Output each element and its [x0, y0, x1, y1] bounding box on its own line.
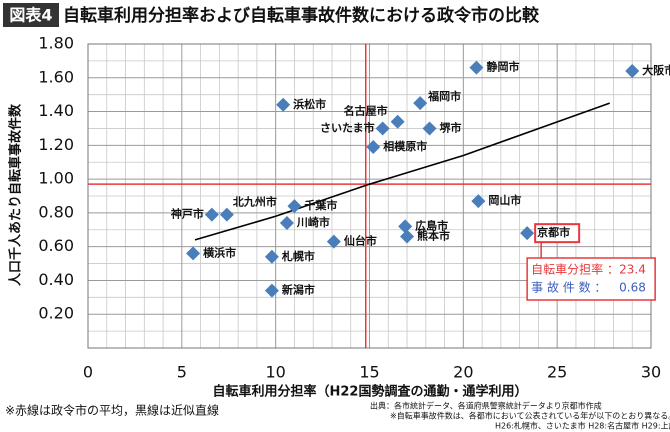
data-point	[186, 246, 201, 261]
y-tick-label: 1.20	[38, 135, 74, 154]
point-label: 相模原市	[383, 139, 427, 153]
point-label: 岡山市	[488, 193, 521, 207]
trend-line	[194, 102, 610, 241]
source-note: H26:札幌市、さいたま市 H28:名古屋市 H29:上記以外	[495, 421, 670, 431]
data-point	[366, 140, 381, 155]
point-label: 千葉市	[304, 198, 337, 212]
point-label: 広島市	[415, 218, 448, 232]
point-label: 京都市	[537, 225, 570, 239]
data-point	[375, 121, 390, 136]
point-label: 福岡市	[427, 89, 461, 103]
point-label: 神戸市	[171, 207, 204, 221]
data-point	[422, 121, 437, 136]
callout-label: 自転車分担率 ：	[531, 262, 619, 277]
point-label: 静岡市	[486, 60, 519, 74]
callout-value: 23.4	[619, 263, 646, 277]
point-label: 横浜市	[203, 245, 236, 259]
title-tag-box	[3, 3, 59, 27]
callout-value: 0.68	[619, 281, 646, 295]
point-label: 札幌市	[281, 249, 315, 263]
callout-box	[526, 257, 656, 301]
data-point	[625, 64, 640, 79]
point-label: 仙台市	[344, 234, 377, 248]
data-point	[326, 234, 341, 249]
data-point	[520, 226, 535, 241]
point-label: 熊本市	[417, 229, 450, 243]
highlight-box	[534, 223, 581, 244]
title-tag: 図表4	[9, 6, 52, 25]
x-tick-label: 0	[83, 363, 93, 382]
data-point	[219, 207, 234, 222]
data-point	[469, 60, 484, 75]
data-point	[279, 216, 294, 231]
data-point	[398, 219, 413, 234]
point-label: 名古屋市	[344, 104, 388, 118]
point-label: さいたま市	[320, 120, 375, 134]
y-tick-label: 1.00	[38, 169, 74, 188]
data-point	[287, 199, 302, 214]
y-tick-label: 1.60	[38, 67, 74, 86]
data-point	[390, 114, 405, 129]
source-note: 出典：各市統計データ、各道府県警察統計データより京都市作成	[370, 401, 602, 411]
y-tick-label: 0.60	[38, 236, 74, 255]
footnote: ※赤線は政令市の平均，黒線は近似直線	[5, 403, 219, 418]
y-tick-label: 1.40	[38, 101, 74, 120]
x-tick-label: 25	[547, 363, 567, 382]
plot-border	[87, 43, 652, 349]
x-tick-label: 15	[359, 363, 379, 382]
point-label: 川崎市	[296, 215, 330, 229]
y-tick-label: 0.40	[38, 270, 74, 289]
data-point	[204, 207, 219, 222]
point-label: 北九州市	[233, 195, 277, 209]
y-tick-label: 0.80	[38, 202, 74, 221]
point-label: 新潟市	[282, 283, 315, 297]
data-point	[264, 249, 279, 264]
x-tick-label: 30	[641, 363, 661, 382]
point-label: 堺市	[440, 120, 462, 134]
chart-title: 自転車利用分担率および自転車事故件数における政令市の比較	[63, 5, 540, 26]
data-point	[276, 97, 291, 112]
x-axis-label: 自転車利用分担率（H22国勢調査の通勤・通学利用）	[213, 384, 528, 400]
callout-label: 事 故 件 数 ：	[531, 280, 606, 295]
x-tick-label: 5	[177, 363, 187, 382]
source-note: ※自転車事故件数は、各都市において公表されている年が以下のとおり異なる。	[390, 411, 670, 421]
point-label: 大阪市	[642, 63, 670, 77]
point-label: 浜松市	[293, 97, 326, 111]
data-point	[413, 96, 428, 111]
x-tick-label: 20	[453, 363, 473, 382]
y-tick-label: 0.20	[38, 304, 74, 323]
data-point	[400, 229, 415, 244]
y-tick-label: 1.80	[38, 34, 74, 53]
y-axis-label: 人口千人あたり自転車事故件数	[8, 103, 24, 286]
x-tick-label: 10	[265, 363, 285, 382]
data-point	[264, 283, 279, 298]
data-point	[471, 194, 486, 209]
